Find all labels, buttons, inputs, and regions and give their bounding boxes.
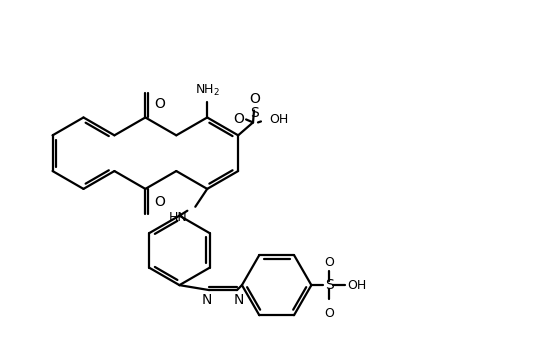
Text: O: O	[234, 113, 244, 126]
Text: OH: OH	[269, 113, 288, 126]
Text: S: S	[325, 278, 334, 292]
Text: NH$_2$: NH$_2$	[195, 83, 220, 98]
Text: O: O	[324, 256, 334, 269]
Text: S: S	[250, 107, 259, 120]
Text: OH: OH	[347, 279, 366, 292]
Text: N: N	[202, 293, 212, 307]
Text: O: O	[154, 97, 165, 111]
Text: HN: HN	[169, 211, 188, 224]
Text: O: O	[249, 91, 261, 106]
Text: O: O	[154, 195, 165, 209]
Text: N: N	[234, 293, 244, 307]
Text: O: O	[324, 307, 334, 320]
